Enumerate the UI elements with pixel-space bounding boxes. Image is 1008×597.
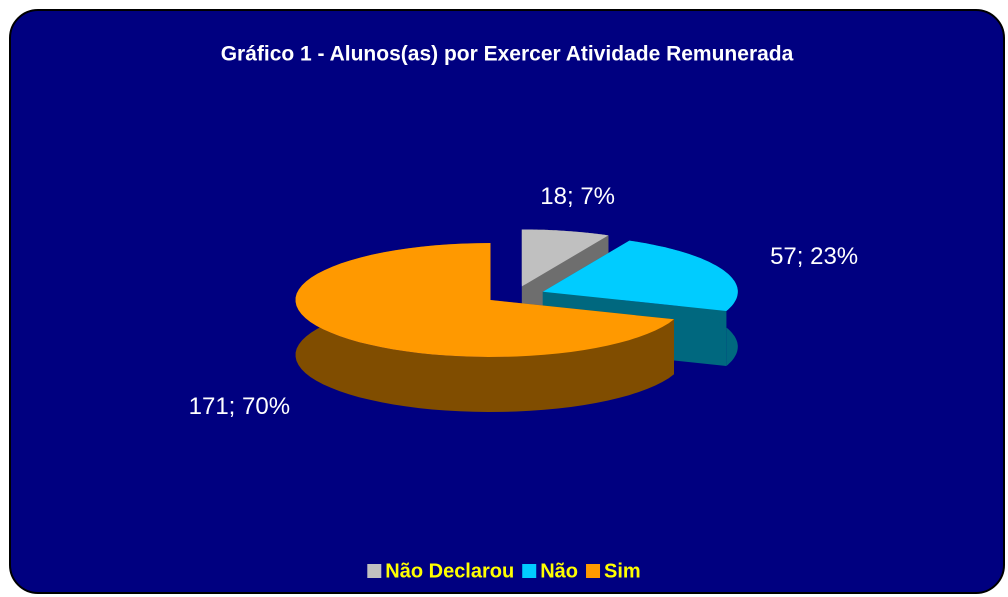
chart-area — [9, 9, 1005, 594]
legend-swatch — [586, 564, 601, 578]
pie-slice — [521, 229, 609, 287]
chart-title: Gráfico 1 - Alunos(as) por Exercer Ativi… — [221, 43, 794, 66]
legend-swatch — [367, 564, 382, 578]
legend-label: Não — [540, 560, 578, 582]
pie-slice — [542, 240, 738, 311]
data-label: 57; 23% — [770, 243, 858, 270]
pie-slice — [295, 243, 674, 357]
data-label: 18; 7% — [540, 183, 615, 210]
legend-label: Sim — [604, 560, 641, 582]
legend-label: Não Declarou — [385, 560, 514, 582]
legend-swatch — [522, 564, 537, 578]
data-label: 171; 70% — [189, 393, 290, 420]
